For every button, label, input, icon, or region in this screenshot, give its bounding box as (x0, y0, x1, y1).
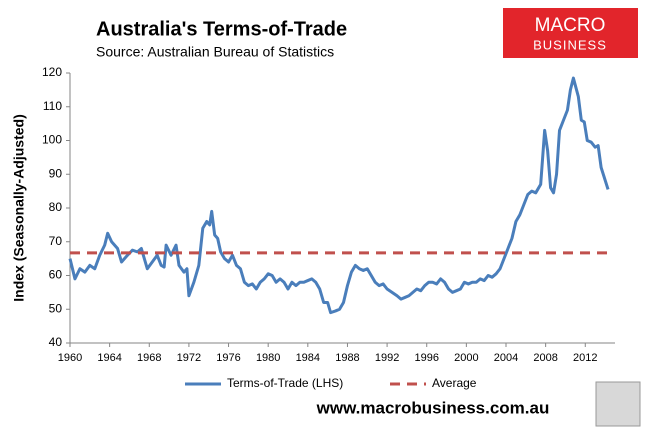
y-axis-label: Index (Seasonally-Adjusted) (11, 114, 27, 301)
x-tick-label: 1968 (137, 352, 161, 364)
y-tick-label: 50 (49, 301, 63, 315)
legend-label: Terms-of-Trade (LHS) (227, 376, 343, 390)
y-tick-label: 80 (49, 200, 63, 214)
y-tick-label: 120 (42, 65, 62, 79)
chart-subtitle: Source: Australian Bureau of Statistics (96, 44, 334, 60)
x-tick-label: 1996 (414, 352, 438, 364)
y-tick-label: 70 (49, 234, 63, 248)
x-tick-label: 1972 (177, 352, 201, 364)
y-tick-label: 100 (42, 133, 62, 147)
x-tick-label: 2012 (573, 352, 597, 364)
x-tick-label: 2004 (494, 352, 518, 364)
x-tick-label: 2000 (454, 352, 478, 364)
x-tick-label: 1960 (58, 352, 82, 364)
wolf-icon (595, 381, 641, 427)
y-tick-label: 40 (49, 335, 63, 349)
legend-label: Average (432, 376, 477, 390)
x-tick-label: 1964 (97, 352, 121, 364)
x-tick-label: 1988 (335, 352, 359, 364)
y-tick-label: 90 (49, 166, 63, 180)
y-tick-label: 110 (43, 99, 62, 113)
data-line (68, 76, 610, 315)
logo-text: BUSINESS (533, 37, 607, 52)
x-tick-label: 1980 (256, 352, 280, 364)
logo-text: MACRO (535, 15, 606, 36)
logo-box (503, 8, 638, 58)
x-tick-label: 1984 (296, 352, 320, 364)
x-tick-label: 1976 (216, 352, 240, 364)
website: www.macrobusiness.com.au (316, 398, 550, 417)
x-tick-label: 2008 (533, 352, 557, 364)
chart-title: Australia's Terms-of-Trade (96, 18, 347, 40)
y-tick-label: 60 (49, 268, 63, 282)
x-tick-label: 1992 (375, 352, 399, 364)
